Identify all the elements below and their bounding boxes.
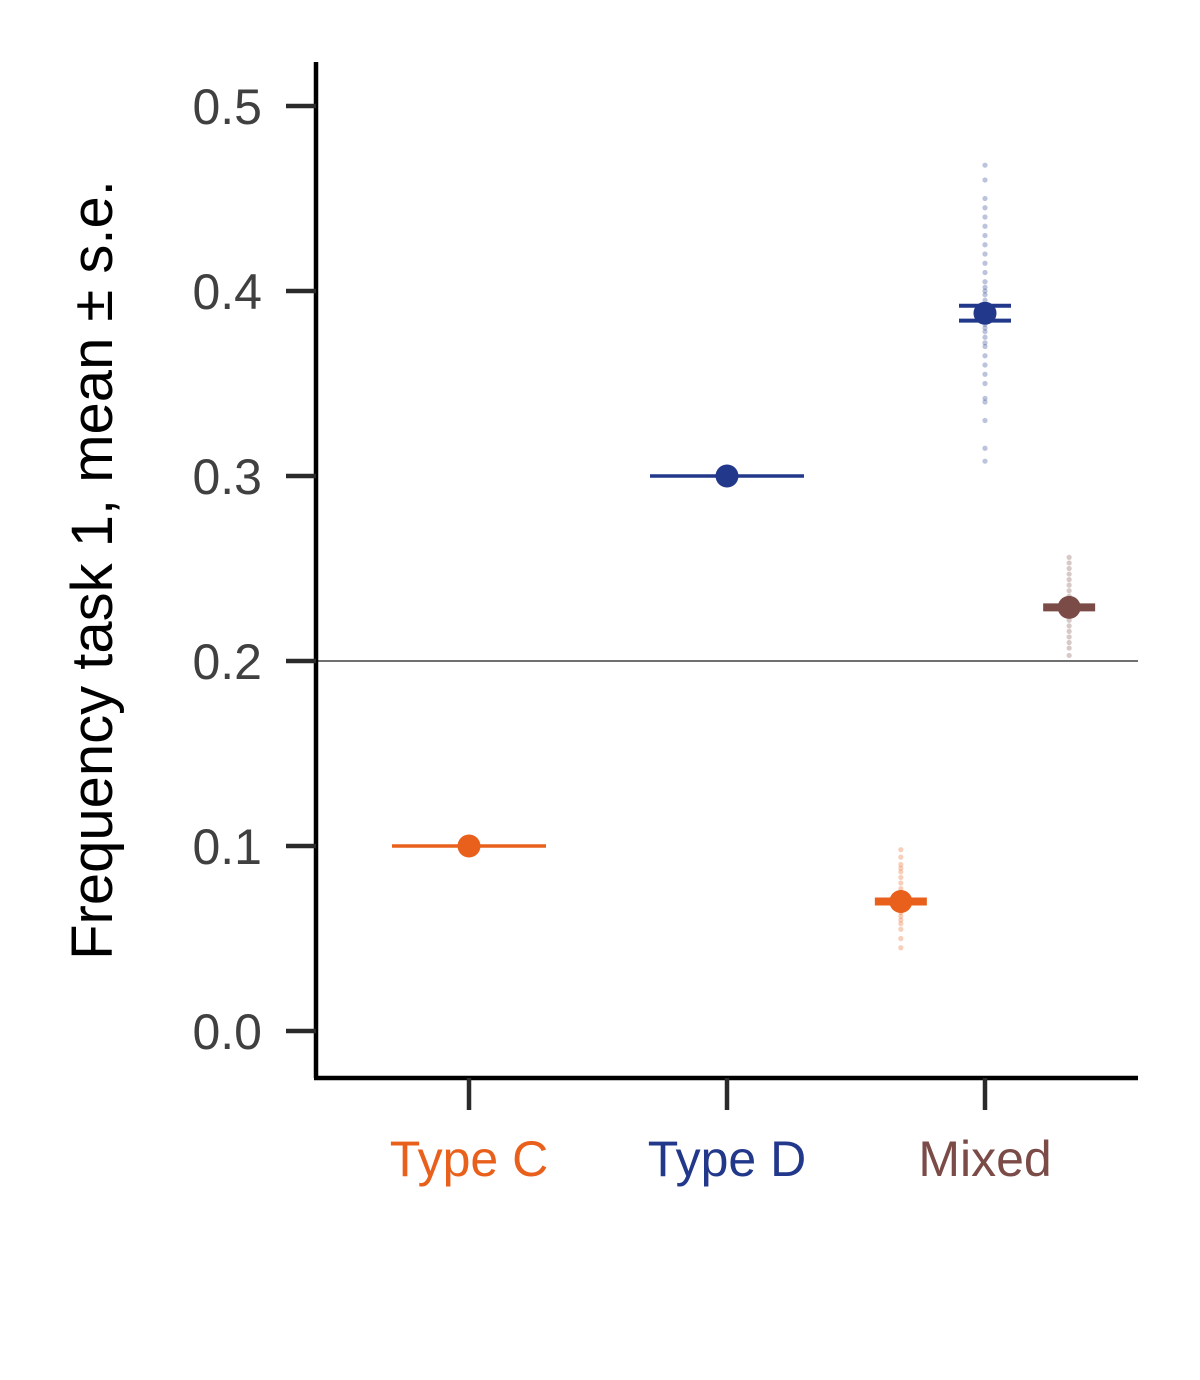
mean-point bbox=[715, 464, 739, 488]
y-tick-label: 0.2 bbox=[192, 634, 262, 690]
sample-dot bbox=[982, 223, 988, 229]
sample-dot bbox=[898, 921, 904, 927]
sample-dot bbox=[1066, 582, 1072, 588]
sample-dot bbox=[898, 847, 904, 853]
sample-dot bbox=[1066, 628, 1072, 635]
sample-dot bbox=[982, 251, 988, 257]
sample-dot bbox=[982, 297, 988, 303]
y-tick-label: 0.3 bbox=[192, 449, 262, 505]
sample-dot bbox=[1066, 634, 1072, 640]
sample-dot bbox=[982, 334, 988, 340]
sample-dot bbox=[982, 205, 988, 211]
sample-dot bbox=[982, 458, 988, 464]
sample-dot bbox=[898, 869, 904, 875]
sample-dot bbox=[982, 292, 988, 298]
sample-dot bbox=[982, 325, 988, 331]
axes-layer: 0.0 0.1 0.2 0.3 0.4 0.5 Type C Type D Mixed bbox=[192, 62, 1138, 1187]
sample-dot bbox=[982, 353, 988, 359]
sample-dot bbox=[1066, 639, 1072, 646]
category-label: Type C bbox=[390, 1131, 548, 1187]
sample-dot bbox=[898, 880, 904, 886]
sample-dot bbox=[982, 242, 988, 248]
sample-dot bbox=[898, 945, 904, 951]
sample-dot bbox=[982, 288, 988, 294]
sample-dot bbox=[982, 279, 988, 285]
sample-dot bbox=[898, 861, 904, 868]
sample-dot bbox=[982, 260, 988, 266]
sample-dot bbox=[1066, 554, 1072, 561]
sample-dot bbox=[1066, 623, 1072, 629]
sample-dot bbox=[982, 232, 988, 239]
mean-point bbox=[973, 301, 997, 325]
sample-dot bbox=[982, 380, 988, 387]
y-tick-label: 0.1 bbox=[192, 819, 262, 875]
sample-dot bbox=[898, 926, 904, 932]
sample-dot bbox=[982, 371, 988, 377]
category-label: Type D bbox=[648, 1131, 806, 1187]
sample-dot bbox=[982, 177, 988, 183]
y-tick-label: 0.5 bbox=[192, 79, 262, 135]
sample-dot bbox=[898, 854, 904, 860]
y-axis-title: Frequency task 1, mean ± s.e. bbox=[60, 180, 125, 960]
sample-dot bbox=[1066, 565, 1072, 572]
sample-dot bbox=[898, 865, 904, 871]
mean-point bbox=[457, 834, 481, 858]
sample-dot bbox=[982, 162, 988, 168]
sample-dot bbox=[1066, 588, 1072, 594]
y-tick-label: 0.0 bbox=[192, 1004, 262, 1060]
sample-dot bbox=[982, 214, 988, 220]
sample-dot bbox=[982, 195, 988, 202]
sample-dot bbox=[982, 417, 988, 424]
sample-dot bbox=[898, 885, 904, 892]
sample-dot bbox=[1066, 652, 1072, 659]
sample-dot bbox=[982, 269, 988, 276]
sample-dot bbox=[982, 445, 988, 451]
sample-dot bbox=[898, 913, 904, 919]
sample-dot bbox=[982, 395, 988, 401]
sample-dot bbox=[898, 935, 904, 942]
sample-dot bbox=[982, 329, 988, 335]
sample-dot bbox=[898, 917, 904, 923]
sample-dot bbox=[898, 874, 904, 881]
sample-dot bbox=[1066, 645, 1072, 651]
sample-dot bbox=[1066, 571, 1072, 577]
sample-dot bbox=[982, 340, 988, 346]
sample-dot bbox=[1066, 617, 1072, 623]
sample-dot bbox=[982, 343, 988, 350]
mean-point bbox=[1057, 595, 1081, 619]
sample-dot bbox=[982, 284, 988, 290]
sample-dots-layer bbox=[898, 162, 1072, 951]
sample-dot bbox=[1066, 577, 1072, 583]
sample-dot bbox=[982, 362, 988, 368]
sample-dot bbox=[1066, 560, 1072, 566]
category-label: Mixed bbox=[918, 1131, 1051, 1187]
mean-markers-layer bbox=[392, 301, 1096, 913]
mean-point bbox=[889, 890, 913, 913]
y-tick-label: 0.4 bbox=[192, 264, 262, 320]
sample-dot bbox=[982, 399, 988, 405]
